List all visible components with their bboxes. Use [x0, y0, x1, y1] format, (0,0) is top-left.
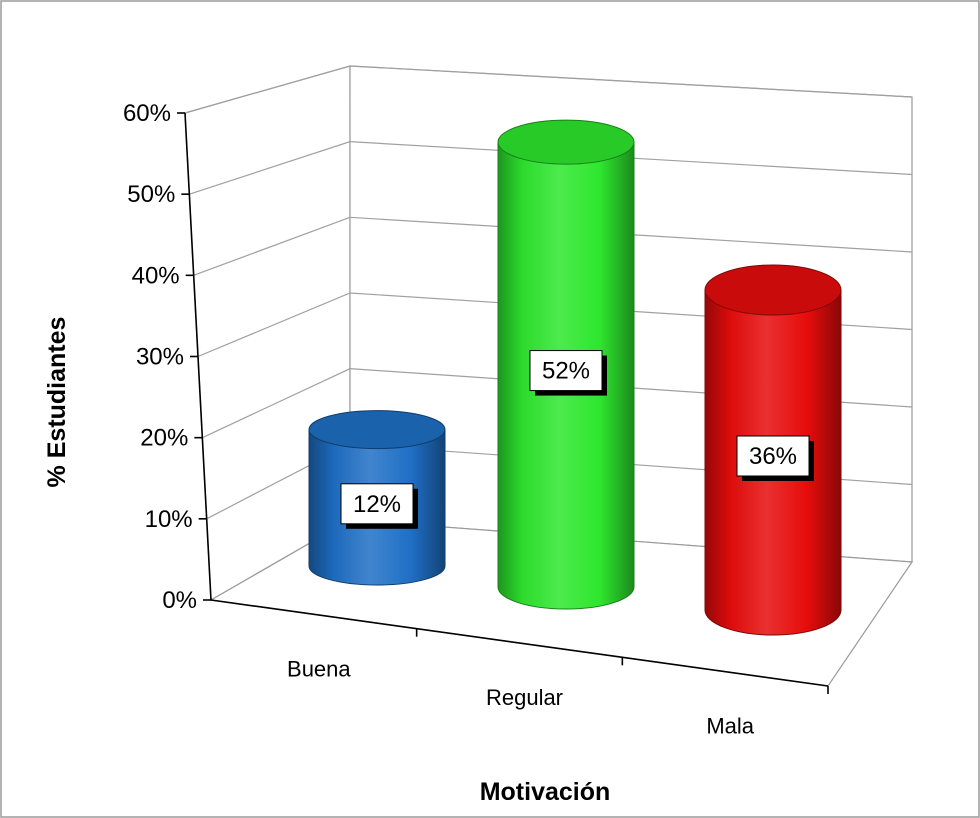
y-tick-label: 0% — [162, 587, 197, 614]
bar-top-buena — [308, 410, 446, 450]
y-tick-label: 40% — [132, 262, 180, 289]
y-tick-label: 20% — [140, 425, 188, 452]
data-label-text: 52% — [542, 358, 590, 385]
gridline — [193, 216, 913, 276]
y-axis-title: % Estudiantes — [43, 317, 71, 488]
y-tick-label: 60% — [123, 100, 171, 127]
x-axis-title: Motivación — [480, 778, 611, 806]
data-label-text: 12% — [353, 491, 401, 518]
y-tick-label: 30% — [136, 344, 184, 371]
bar-top-regular — [497, 119, 635, 165]
x-axis-line — [210, 599, 829, 687]
y-tick-labels: 0% 10% 20% 30% 40% 50% 60% — [123, 100, 211, 614]
gridline — [184, 65, 913, 114]
bar-top-mala — [704, 264, 842, 316]
x-tick-labels: Buena Regular Mala — [287, 628, 829, 739]
y-tick-label: 50% — [127, 181, 175, 208]
x-tick-label: Buena — [287, 656, 351, 681]
x-tick-label: Mala — [706, 714, 754, 739]
data-label: 36% — [736, 435, 814, 481]
data-label: 52% — [529, 350, 607, 396]
data-label-text: 36% — [749, 443, 797, 470]
data-label: 12% — [340, 483, 418, 529]
x-tick-label: Regular — [486, 685, 563, 710]
data-labels: 12% 52% 36% — [340, 350, 814, 529]
gridline — [189, 141, 913, 195]
y-tick-label: 10% — [145, 506, 193, 533]
